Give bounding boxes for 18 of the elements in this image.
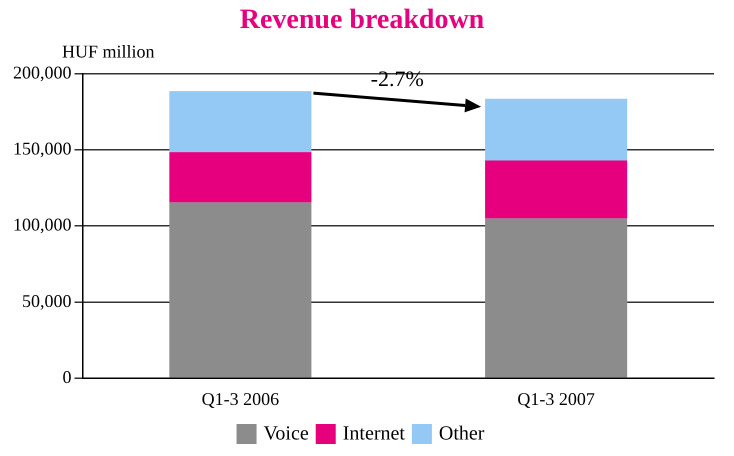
bar xyxy=(169,202,312,378)
bar xyxy=(485,160,628,218)
x-tick-label: Q1-3 2006 xyxy=(202,388,280,409)
bar xyxy=(485,218,628,378)
chart-title: Revenue breakdown xyxy=(240,4,485,36)
y-tick-label: 0 xyxy=(62,367,72,388)
y-tick-label: 150,000 xyxy=(13,138,72,159)
legend-label: Other xyxy=(438,422,485,444)
x-tick-label: Q1-3 2007 xyxy=(517,388,595,409)
bar xyxy=(485,98,628,160)
y-axis-title: HUF million xyxy=(62,41,155,62)
y-tick-label: 100,000 xyxy=(13,214,72,235)
legend-label: Voice xyxy=(264,422,309,444)
legend-label: Internet xyxy=(342,422,406,444)
bar xyxy=(169,152,312,202)
y-tick-label: 50,000 xyxy=(22,290,72,311)
y-tick-label: 200,000 xyxy=(13,62,72,82)
bar xyxy=(169,91,312,152)
